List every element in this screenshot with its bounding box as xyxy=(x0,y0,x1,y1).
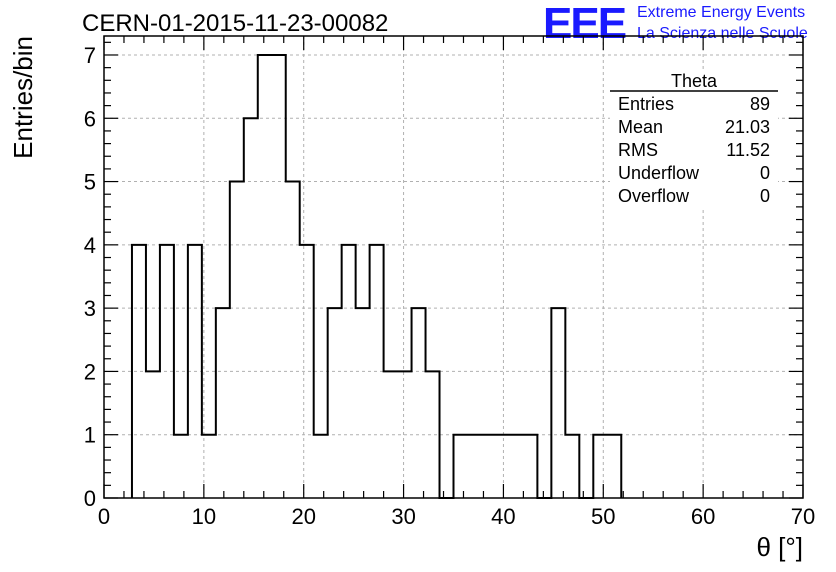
stats-box-background xyxy=(610,70,778,210)
eee-logo-line2: La Scienza nelle Scuole xyxy=(637,25,808,42)
eee-logo: EEE xyxy=(543,0,627,48)
histogram-bin xyxy=(607,435,621,498)
stats-row-value: 11.52 xyxy=(726,140,770,160)
x-tick-label: 50 xyxy=(591,504,615,529)
chart-title: CERN-01-2015-11-23-00082 xyxy=(82,10,389,37)
histogram-bin xyxy=(160,245,174,498)
histogram-bin xyxy=(495,435,509,498)
histogram-bin xyxy=(593,435,607,498)
histogram-bin xyxy=(370,245,384,498)
stats-row-value: 0 xyxy=(760,163,770,183)
stats-row-label: Overflow xyxy=(618,186,690,206)
histogram-bin xyxy=(174,435,188,498)
histogram-bin xyxy=(216,308,230,498)
histogram-bin xyxy=(384,371,398,498)
histogram-bin xyxy=(454,435,468,498)
stats-row-label: Mean xyxy=(618,117,663,137)
stats-row-label: Underflow xyxy=(618,163,700,183)
axis-ticks xyxy=(103,36,804,499)
histogram-bin xyxy=(356,308,370,498)
histogram-bin xyxy=(565,435,579,498)
histogram-bin xyxy=(342,245,356,498)
histogram-bin xyxy=(523,435,537,498)
x-tick-labels: 0 10 20 30 40 50 60 70 xyxy=(98,504,815,529)
y-tick-label: 0 xyxy=(84,486,96,511)
histogram-bin xyxy=(230,182,244,498)
x-axis-title: θ [°] xyxy=(756,532,803,562)
x-tick-label: 0 xyxy=(98,504,110,529)
histogram-bin xyxy=(286,182,300,498)
histogram-series xyxy=(130,53,623,499)
histogram-bin xyxy=(467,435,481,498)
x-tick-label: 70 xyxy=(791,504,815,529)
plot-frame xyxy=(103,35,804,499)
y-tick-labels: 0 1 2 3 4 5 6 7 xyxy=(84,43,96,511)
y-tick-label: 4 xyxy=(84,233,96,258)
histogram-bin xyxy=(551,308,565,498)
y-tick-label: 1 xyxy=(84,423,96,448)
histogram-bin xyxy=(426,371,440,498)
y-tick-label: 3 xyxy=(84,296,96,321)
stats-row-value: 89 xyxy=(750,94,770,114)
histogram-bin xyxy=(146,371,160,498)
stats-box: Theta Entries 89 Mean 21.03 RMS 11.52 Underflo… xyxy=(610,70,778,210)
y-tick-label: 6 xyxy=(84,106,96,131)
histogram-bin xyxy=(314,435,328,498)
histogram-bin xyxy=(398,371,412,498)
x-tick-label: 10 xyxy=(192,504,216,529)
y-tick-label: 2 xyxy=(84,359,96,384)
histogram-bin xyxy=(272,55,286,498)
x-tick-label: 60 xyxy=(691,504,715,529)
histogram-bin xyxy=(188,245,202,498)
x-tick-label: 30 xyxy=(391,504,415,529)
x-tick-label: 20 xyxy=(291,504,315,529)
histogram-bin xyxy=(412,308,426,498)
histogram-bin xyxy=(328,308,342,498)
x-tick-label: 40 xyxy=(491,504,515,529)
stats-row-label: RMS xyxy=(618,140,658,160)
histogram-bin xyxy=(509,435,523,498)
stats-row-value: 0 xyxy=(760,186,770,206)
histogram-bin xyxy=(481,435,495,498)
eee-logo-line1: Extreme Energy Events xyxy=(637,4,806,21)
stats-rows: Entries 89 Mean 21.03 RMS 11.52 Underflow 0 Over… xyxy=(618,94,770,206)
y-axis-title: Entries/bin xyxy=(8,36,38,159)
y-tick-label: 5 xyxy=(84,170,96,195)
stats-row-label: Entries xyxy=(618,94,674,114)
stats-title: Theta xyxy=(671,71,718,91)
histogram-bin xyxy=(132,245,146,498)
stats-row-value: 21.03 xyxy=(725,117,770,137)
y-tick-label: 7 xyxy=(84,43,96,68)
histogram-bin xyxy=(244,118,258,498)
histogram-bin xyxy=(258,55,272,498)
histogram-bin xyxy=(300,245,314,498)
